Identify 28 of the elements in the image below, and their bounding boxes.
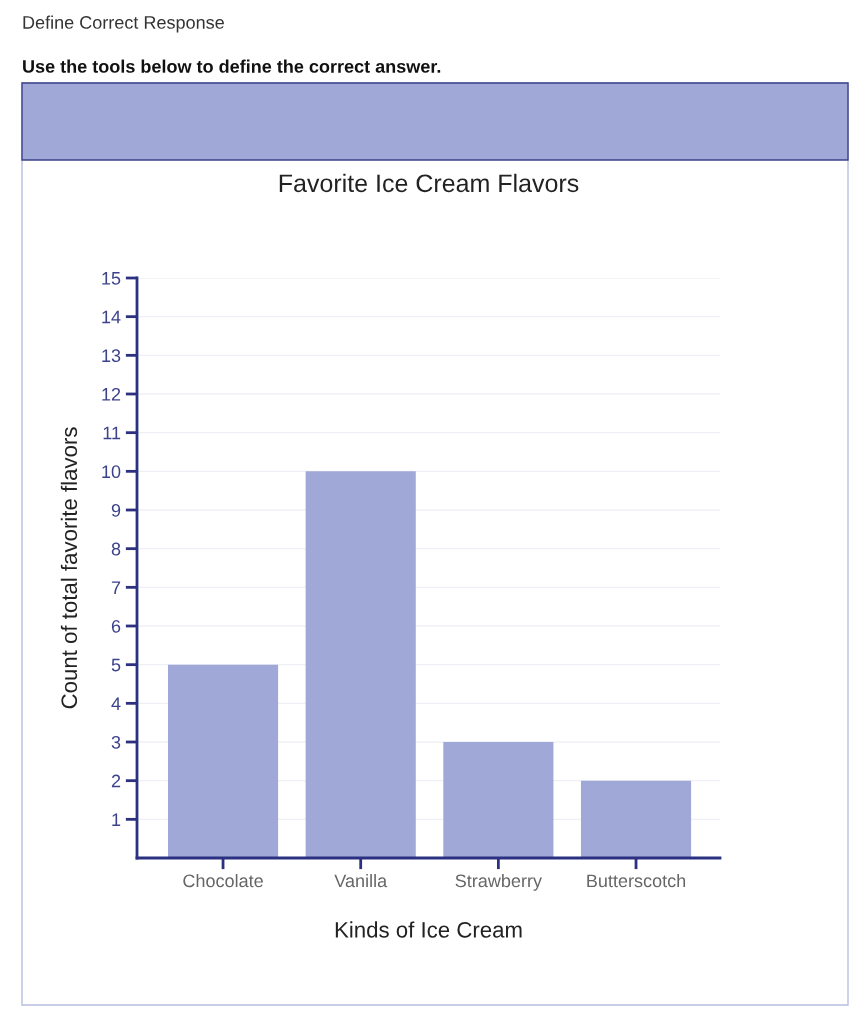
bar [167, 664, 279, 858]
text: Use the tools below to define the correct answer. [23, 59, 441, 73]
y-tick-label: 14 [102, 310, 121, 324]
y-tick-label: 8 [111, 542, 121, 556]
y-tick-label: 10 [102, 465, 121, 479]
x-tick-label: Strawberry [455, 873, 542, 891]
y-tick-label: 13 [102, 349, 121, 363]
chart-title: Favorite Ice Cream Flavors [279, 173, 579, 193]
y-tick-label: 6 [111, 619, 121, 633]
y-tick-label: 12 [102, 387, 121, 401]
bar [443, 742, 554, 858]
y-tick-label: 2 [111, 774, 121, 788]
y-tick-label: 9 [111, 503, 121, 517]
y-tick-label: 4 [111, 697, 121, 710]
bar [305, 471, 416, 858]
x-tick-label: Chocolate [183, 873, 263, 888]
y-axis-title: Count of total favorite flavors [60, 427, 78, 709]
y-tick-label: 11 [103, 426, 121, 440]
text: Define Correct Response [23, 15, 224, 33]
y-tick-label: 1 [112, 813, 121, 826]
y-tick-label: 3 [111, 735, 121, 749]
bar [580, 780, 692, 858]
y-tick-label: 7 [111, 581, 121, 594]
x-tick-label: Butterscotch [587, 873, 686, 888]
x-tick-label: Vanilla [334, 873, 388, 888]
y-tick-label: 5 [111, 658, 121, 672]
x-axis-title: Kinds of Ice Cream [335, 921, 522, 938]
y-tick-label: 15 [102, 272, 121, 285]
